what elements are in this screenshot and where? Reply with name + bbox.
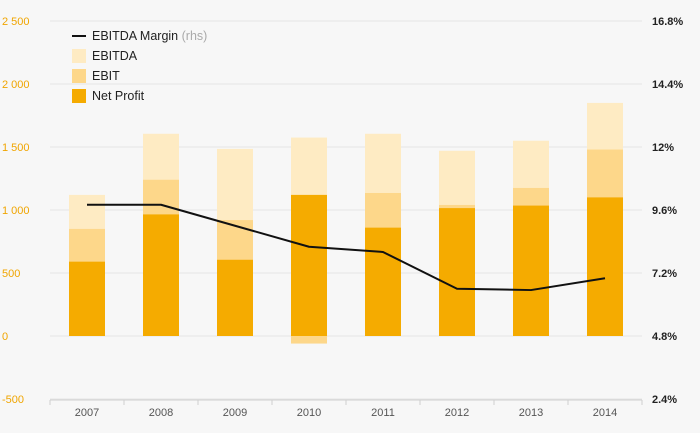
y-left-tick-label: 0 xyxy=(2,331,8,343)
legend-label: Net Profit xyxy=(92,89,145,103)
legend-label: EBIT xyxy=(92,69,120,83)
legend: EBITDA Margin (rhs) EBITDA EBIT Net Profit xyxy=(72,29,207,103)
y-left-tick-label: 500 xyxy=(2,268,20,280)
bar-net-profit xyxy=(69,261,105,336)
grid-layer xyxy=(50,20,642,400)
bar-layer xyxy=(69,102,623,344)
bar-net-profit xyxy=(291,194,327,336)
y-left-tick-label: 2 000 xyxy=(2,79,30,91)
y-right-tick-label: 4.8% xyxy=(652,331,677,343)
axis-layer: 2 500 16.8% 2 000 14.4% 1 500 12% 1 000 9.6% 500… xyxy=(2,16,683,419)
legend-suffix: (rhs) xyxy=(178,29,207,43)
legend-label: EBITDA xyxy=(92,49,138,63)
bar-net-profit xyxy=(587,197,623,336)
bar-ebit xyxy=(291,336,327,344)
y-left-tick-label: 1 000 xyxy=(2,205,30,217)
bar-net-profit xyxy=(439,208,475,336)
y-right-tick-label: 7.2% xyxy=(652,268,677,280)
x-tick-label: 2007 xyxy=(75,407,99,419)
bar-net-profit xyxy=(143,214,179,336)
y-right-tick-label: 9.6% xyxy=(652,205,677,217)
line-ebitda-margin xyxy=(87,203,606,292)
bar-net-profit xyxy=(513,205,549,336)
x-tick-label: 2008 xyxy=(149,407,173,419)
x-tick-label: 2011 xyxy=(371,407,395,419)
x-tick-label: 2009 xyxy=(223,407,247,419)
y-left-tick-label: 1 500 xyxy=(2,142,30,154)
y-right-tick-label: 2.4% xyxy=(652,394,677,406)
x-tick-label: 2013 xyxy=(519,407,543,419)
line-layer xyxy=(87,203,606,292)
y-right-tick-label: 16.8% xyxy=(652,16,683,28)
x-tick-label: 2010 xyxy=(297,407,321,419)
y-left-tick-label: -500 xyxy=(2,394,24,406)
legend-label: EBITDA Margin (rhs) xyxy=(92,29,207,43)
bar-net-profit xyxy=(365,227,401,336)
x-tick-label: 2014 xyxy=(593,407,617,419)
legend-swatch xyxy=(72,69,86,83)
y-right-tick-label: 12% xyxy=(652,142,674,154)
legend-swatch xyxy=(72,49,86,63)
bar-net-profit xyxy=(217,259,253,336)
legend-swatch xyxy=(72,89,86,103)
x-tick-label: 2012 xyxy=(445,407,469,419)
y-right-tick-label: 14.4% xyxy=(652,79,683,91)
y-left-tick-label: 2 500 xyxy=(2,16,30,28)
